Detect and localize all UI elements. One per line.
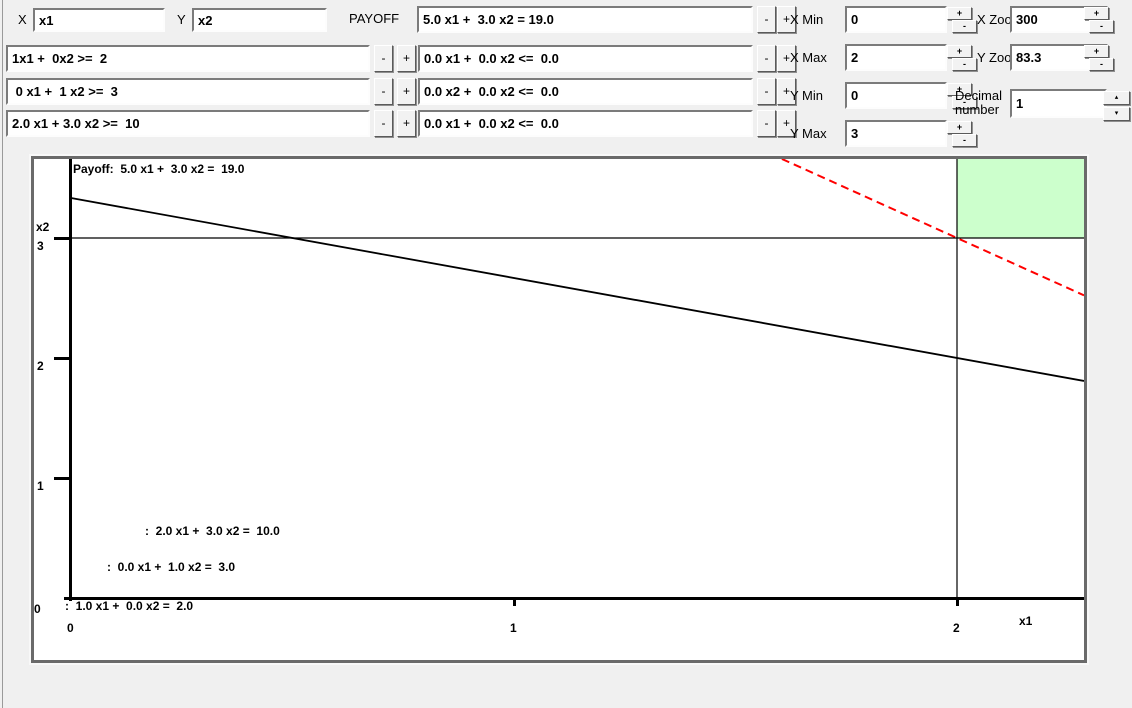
x-max-increase-button[interactable]: +	[947, 45, 972, 58]
y-max-field[interactable]	[845, 120, 947, 147]
plot-svg	[54, 159, 1084, 606]
upper-constraint-1-decrease-button[interactable]: -	[757, 45, 776, 72]
y-variable-field[interactable]	[192, 8, 327, 32]
upper-constraint-3-field[interactable]	[418, 110, 753, 137]
y-variable-label: Y	[177, 12, 186, 27]
y-min-field[interactable]	[845, 82, 947, 109]
decimal-number-field[interactable]	[1010, 89, 1107, 118]
x-min-decrease-button[interactable]: -	[952, 20, 977, 33]
y-tick-mark	[54, 357, 71, 360]
x-max-label: X Max	[790, 50, 827, 65]
y-zoom-decrease-button[interactable]: -	[1089, 58, 1114, 71]
x-min-label: X Min	[790, 12, 824, 27]
x-variable-field[interactable]	[33, 8, 165, 32]
x-min-increase-button[interactable]: +	[947, 7, 972, 20]
upper-constraint-2-decrease-button[interactable]: -	[757, 78, 776, 105]
y-max-decrease-button[interactable]: -	[952, 134, 977, 147]
y-min-decrease-button[interactable]: -	[952, 96, 977, 109]
chart-panel: 0 1 2 3 0 1 2 x2 x1 Payoff: 5.0 x1 + 3.0 x2 = 19.…	[31, 156, 1087, 663]
y-tick-label: 1	[37, 479, 44, 493]
y-axis-line	[69, 159, 72, 601]
payoff-label: PAYOFF	[349, 11, 400, 26]
decimal-increase-button[interactable]: ▴	[1103, 91, 1130, 105]
payoff-field[interactable]	[417, 6, 753, 33]
upper-constraint-1-increase-button[interactable]: +	[777, 45, 796, 72]
y-min-label: Y Min	[790, 88, 823, 103]
constraint-line-label: : 1.0 x1 + 0.0 x2 = 2.0	[65, 599, 194, 613]
x-tick-label: 2	[953, 621, 960, 635]
constraint-line-label: : 0.0 x1 + 1.0 x2 = 3.0	[107, 560, 236, 574]
constraint-2-increase-button[interactable]: +	[397, 78, 416, 105]
x-max-decrease-button[interactable]: -	[952, 58, 977, 71]
y-min-increase-button[interactable]: +	[947, 83, 972, 96]
upper-constraint-3-increase-button[interactable]: +	[777, 110, 796, 137]
y-tick-label: 0	[34, 602, 41, 616]
constraint-line-label: : 2.0 x1 + 3.0 x2 = 10.0	[145, 524, 280, 538]
decimal-number-label-line2: number	[955, 102, 1000, 117]
constraint-mix	[70, 197, 1084, 382]
x-axis-line	[64, 597, 1084, 600]
x-max-field[interactable]	[845, 44, 947, 71]
constraint-3-field[interactable]	[6, 110, 370, 137]
x-tick-mark	[956, 600, 959, 606]
y-max-increase-button[interactable]: +	[947, 121, 972, 134]
plot-area[interactable]: 0 1 2 3 0 1 2 x2 x1 Payoff: 5.0 x1 + 3.0 x2 = 19.…	[34, 159, 1084, 660]
y-zoom-increase-button[interactable]: +	[1084, 45, 1109, 58]
upper-constraint-1-field[interactable]	[418, 45, 753, 72]
x-tick-mark	[513, 600, 516, 606]
y-tick-label: 2	[37, 359, 44, 373]
payoff-increase-button[interactable]: +	[777, 6, 796, 33]
feasible-region	[957, 159, 1084, 238]
window-left-border	[2, 0, 3, 708]
x-axis-title: x1	[1019, 614, 1033, 628]
constraint-2-field[interactable]	[6, 78, 370, 105]
y-tick-label: 3	[37, 239, 44, 253]
decimal-decrease-button[interactable]: ▾	[1103, 107, 1130, 121]
x-variable-label: X	[18, 12, 27, 27]
y-tick-mark	[54, 477, 71, 480]
payoff-line-label: Payoff: 5.0 x1 + 3.0 x2 = 19.0	[73, 162, 245, 176]
upper-constraint-3-decrease-button[interactable]: -	[757, 110, 776, 137]
upper-constraint-2-increase-button[interactable]: +	[777, 78, 796, 105]
x-min-field[interactable]	[845, 6, 947, 33]
upper-constraint-2-field[interactable]	[418, 78, 753, 105]
constraint-1-decrease-button[interactable]: -	[374, 45, 393, 72]
x-tick-label: 1	[510, 621, 517, 635]
x-zoom-increase-button[interactable]: +	[1084, 7, 1109, 20]
constraint-1-increase-button[interactable]: +	[397, 45, 416, 72]
x-zoom-decrease-button[interactable]: -	[1089, 20, 1114, 33]
decimal-number-label-line1: Decimal	[955, 88, 1002, 103]
y-max-label: Y Max	[790, 126, 827, 141]
payoff-line	[779, 159, 1084, 297]
y-axis-title: x2	[36, 220, 50, 234]
constraint-3-decrease-button[interactable]: -	[374, 110, 393, 137]
constraint-1-field[interactable]	[6, 45, 370, 72]
x-tick-label: 0	[67, 621, 74, 635]
payoff-decrease-button[interactable]: -	[757, 6, 776, 33]
constraint-3-increase-button[interactable]: +	[397, 110, 416, 137]
constraint-2-decrease-button[interactable]: -	[374, 78, 393, 105]
y-tick-mark	[54, 237, 71, 240]
